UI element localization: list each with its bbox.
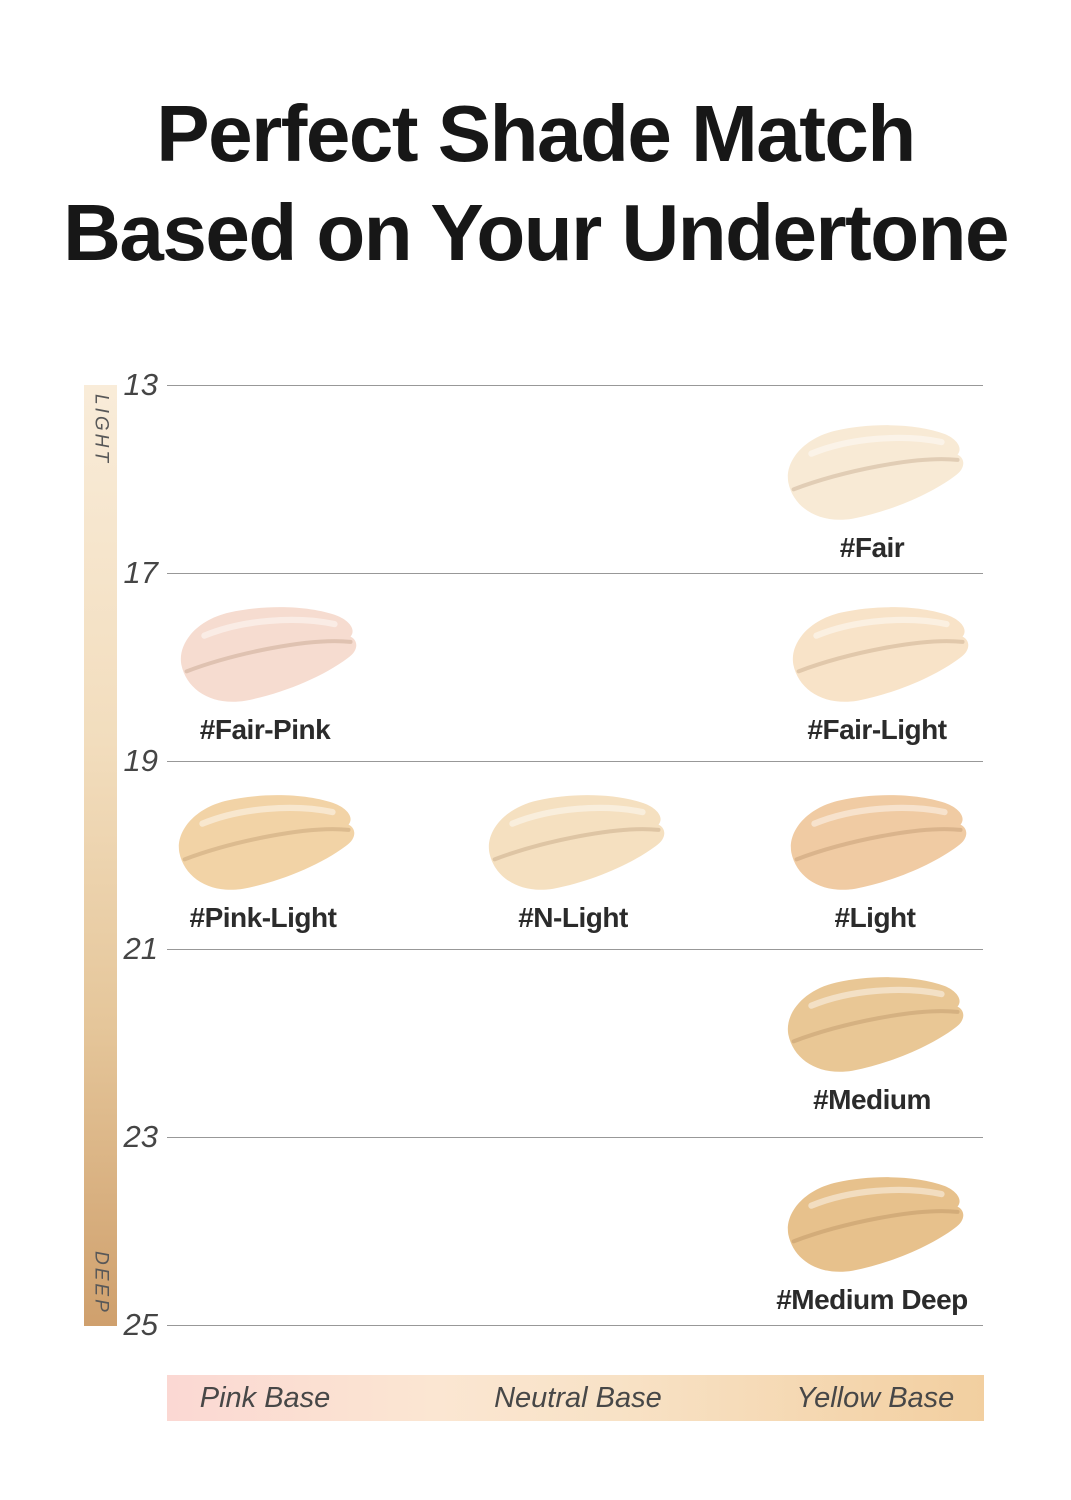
n-light-label: #N-Light [518,902,628,933]
tick-13: 13 [123,367,158,402]
light-smear-graphic [777,788,973,895]
swatch-light: #Light [750,788,1000,934]
medium-deep-label: #Medium Deep [776,1284,968,1315]
swatch-medium: #Medium [747,970,997,1116]
gridline-25 [167,1325,983,1326]
tick-21: 21 [123,931,158,966]
tick-17: 17 [123,555,158,590]
light-axis-label: LIGHT [90,394,112,465]
fair-light-smear-graphic [779,600,975,707]
page-title-line1: Perfect Shade Match [156,89,916,178]
depth-gradient-bar: LIGHT DEEP [84,385,117,1326]
fair-light-label: #Fair-Light [807,714,947,745]
pink-light-label: #Pink-Light [189,902,337,933]
gridline-21 [167,949,983,950]
tick-19: 19 [123,743,158,778]
gridline-13 [167,385,983,386]
fair-smear-graphic [774,418,970,525]
medium-smear-graphic [774,970,970,1077]
gridline-23 [167,1137,983,1138]
swatch-fair: #Fair [747,418,997,564]
fair-pink-label: #Fair-Pink [199,714,331,745]
swatch-fair-light: #Fair-Light [752,600,1002,746]
tick-23: 23 [123,1119,158,1154]
pink-base-label: Pink Base [199,1382,331,1414]
light-label: #Light [834,902,917,933]
n-light-smear-graphic [475,788,671,895]
page-title: Perfect Shade Match Based on Your Undert… [0,84,1071,282]
undertone-gradient-bar: Pink Base Neutral Base Yellow Base [167,1375,984,1421]
page-title-line2: Based on Your Undertone [63,188,1009,277]
fair-label: #Fair [839,532,905,563]
swatch-fair-pink: #Fair-Pink [140,600,390,746]
swatch-pink-light: #Pink-Light [138,788,388,934]
neutral-base-label: Neutral Base [494,1382,662,1414]
swatch-medium-deep: #Medium Deep [747,1170,997,1316]
yellow-base-label: Yellow Base [796,1382,955,1414]
pink-light-smear-graphic [165,788,361,895]
tick-25: 25 [123,1307,158,1342]
medium-label: #Medium [813,1084,931,1115]
gridline-17 [167,573,983,574]
fair-pink-smear-graphic [167,600,363,707]
swatch-n-light: #N-Light [448,788,698,934]
medium-deep-smear-graphic [774,1170,970,1277]
deep-axis-label: DEEP [90,1251,112,1315]
gridline-19 [167,761,983,762]
